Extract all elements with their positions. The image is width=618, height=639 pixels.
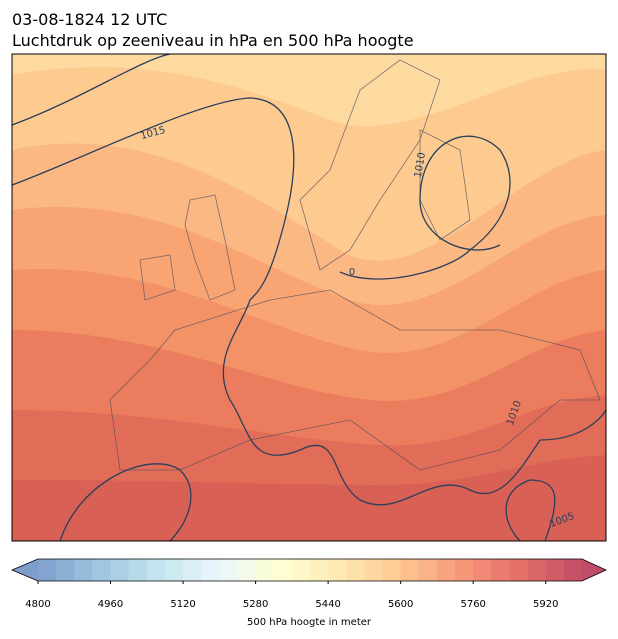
date: 03-08-1824 12 UTC — [12, 10, 167, 29]
colorbar-segment — [110, 559, 130, 581]
band — [12, 455, 606, 541]
colorbar-label: 500 hPa hoogte in meter — [247, 617, 372, 628]
isobar — [59, 463, 192, 541]
colorbar-segment — [364, 559, 384, 581]
isobar — [339, 135, 511, 280]
colorbar-segment — [473, 559, 492, 581]
colorbar-segment — [509, 559, 529, 581]
coastline — [109, 59, 601, 471]
colorbar-segment — [201, 559, 220, 581]
colorbar-segment — [455, 559, 474, 581]
colorbar-tick-label: 5440 — [315, 599, 340, 610]
colorbar-segment — [545, 559, 565, 581]
colorbar-segment — [38, 559, 57, 581]
colorbar-segment — [563, 559, 583, 581]
map-frame — [11, 53, 607, 542]
colorbar: 4800 4960 5120 5280 5440 5600 5760 5920 — [10, 558, 607, 610]
isobar — [12, 97, 541, 506]
isobar — [505, 479, 556, 541]
colorbar-tick-label: 5760 — [460, 599, 485, 610]
colorbar-tick-label: 5120 — [170, 599, 195, 610]
colorbar-segment — [436, 559, 456, 581]
isobar — [539, 409, 606, 441]
isobar-label: 1010 — [413, 152, 428, 179]
colorbar-extend — [12, 559, 38, 581]
colorbar-segment — [418, 559, 438, 581]
colorbar-segment — [146, 559, 166, 581]
isobar — [12, 54, 171, 126]
colorbar-segment — [400, 559, 420, 581]
colorbar-segment — [92, 559, 112, 581]
colorbar-segment — [237, 559, 257, 581]
colorbar-tick-label: 4960 — [98, 599, 123, 610]
colorbar-segment — [527, 559, 547, 581]
colorbar-tick-label: 4800 — [25, 599, 50, 610]
colorbar-segment — [219, 559, 238, 581]
colorbar-tick-label: 5920 — [533, 599, 558, 610]
colorbar-segment — [164, 559, 184, 581]
colorbar-segment — [183, 559, 202, 581]
colorbar-segment — [346, 559, 365, 581]
title: Luchtdruk op zeeniveau in hPa en 500 hPa… — [12, 31, 414, 50]
map: 1015 1010 0 1010 1005 — [11, 53, 607, 542]
colorbar-segment — [128, 559, 148, 581]
colorbar-segment — [382, 559, 402, 581]
colorbar-segment — [328, 559, 347, 581]
colorbar-tick-label: 5280 — [243, 599, 268, 610]
colorbar-segment — [74, 559, 93, 581]
colorbar-segment — [491, 559, 510, 581]
colorbar-segment — [56, 559, 75, 581]
colorbar-segment — [310, 559, 329, 581]
colorbar-segment — [255, 559, 275, 581]
colorbar-outline — [10, 558, 607, 582]
colorbar-tick-label: 5600 — [388, 599, 413, 610]
colorbar-extend — [582, 559, 606, 581]
colorbar-segment — [273, 559, 293, 581]
colorbar-segment — [291, 559, 311, 581]
isobar-label: 0 — [349, 267, 355, 278]
